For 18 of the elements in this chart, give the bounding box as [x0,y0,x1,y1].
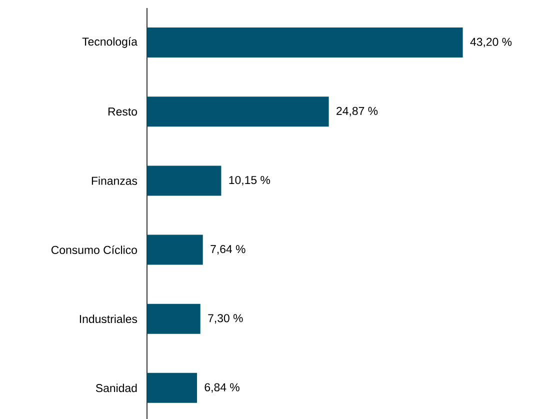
y-tick-label: Consumo Cíclico [51,245,137,254]
bar [147,372,197,403]
data-label: 7,64 % [210,245,246,255]
bar [147,304,200,334]
data-label: 43,20 % [470,38,512,48]
data-label: 24,87 % [336,106,378,116]
bar [147,96,329,127]
y-tick-label: Tecnología [82,37,138,48]
bar [147,28,463,58]
data-label: 7,30 % [208,314,243,324]
y-tick-label: Sanidad [96,384,137,392]
y-tick-label: Resto [108,108,137,116]
y-tick-label: Industriales [80,314,138,324]
y-tick-label: Finanzas [92,176,138,185]
data-label: 10,15 % [229,176,270,186]
bar [147,166,222,196]
data-label: 6,84 % [204,383,240,393]
bar [147,234,203,265]
